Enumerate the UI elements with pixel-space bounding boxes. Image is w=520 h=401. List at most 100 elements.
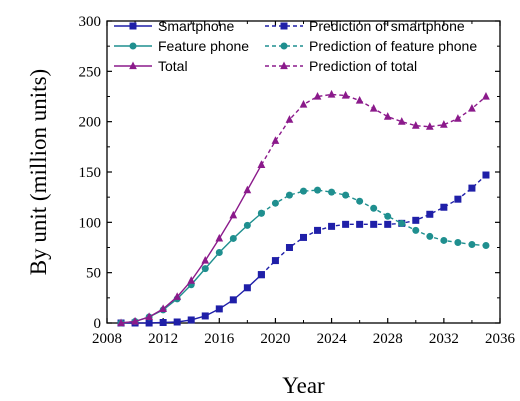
point-triangle [201,256,210,264]
series-5 [257,186,490,249]
point-square [370,220,378,228]
point-square [412,216,420,224]
point-circle [328,188,336,196]
point-circle [271,199,279,207]
x-tick-label: 2016 [204,331,235,347]
point-triangle [280,61,288,70]
point-triangle [299,99,308,108]
point-square [243,284,251,292]
point-square [201,312,209,320]
y-tick-label: 200 [79,115,102,131]
legend-entry: Smartphone [114,18,234,34]
legend-entry: Total [114,58,188,74]
point-triangle [129,61,137,70]
point-triangle [159,304,167,312]
legend-label: Total [158,58,188,74]
x-axis-title: Year [282,373,325,398]
point-circle [370,204,378,212]
x-tick-label: 2020 [260,331,290,347]
y-tick-label: 0 [94,316,102,332]
y-tick-label: 250 [79,64,102,80]
point-triangle [117,318,125,327]
point-square [129,22,137,30]
x-tick-label: 2024 [317,331,348,347]
y-tick-label: 100 [79,215,102,231]
point-triangle [243,185,252,194]
point-triangle [229,210,238,219]
point-square [173,318,181,326]
point-triangle [187,276,196,284]
point-square [145,319,153,327]
point-circle [243,221,251,229]
point-square [356,220,364,228]
point-circle [229,234,237,242]
axes: 2008 2012 2016 2020 2024 2028 2032 2036 0 50 100 15… [79,14,516,347]
legend-label: Smartphone [158,18,234,34]
legend-label: Prediction of total [309,58,417,74]
y-tick-label: 50 [86,266,101,282]
series-line [120,212,262,324]
point-triangle [482,91,490,100]
point-circle [257,209,265,217]
point-square [280,22,288,30]
point-circle [454,238,462,246]
series-6 [257,89,490,169]
point-circle [482,241,490,249]
legend-entry: Prediction of feature phone [265,38,477,54]
legend-label: Prediction of feature phone [309,38,477,54]
point-circle [300,187,307,195]
point-circle [468,240,476,248]
point-circle [440,236,448,244]
legend-entry: Prediction of total [265,58,417,74]
point-square [468,184,476,192]
point-triangle [383,112,392,120]
x-tick-label: 2032 [429,331,459,347]
point-square [384,220,392,228]
point-triangle [468,104,476,112]
series-line [120,164,263,324]
point-triangle [327,89,336,98]
point-circle [384,212,392,220]
point-triangle [271,136,280,144]
x-tick-label: 2012 [148,331,178,347]
point-triangle [173,292,182,300]
point-circle [398,219,406,227]
point-triangle [131,316,139,325]
x-tick-label: 2028 [373,331,403,347]
point-square [482,171,490,179]
point-circle [129,42,137,50]
series-line [260,189,487,247]
y-axis-title: By unit (million units) [26,69,51,275]
point-triangle [440,120,448,128]
x-tick-label: 2008 [92,331,122,347]
point-square [215,305,223,313]
point-triangle [215,233,224,242]
y-tick-label: 150 [79,165,102,181]
point-triangle [145,312,153,321]
point-triangle [411,121,420,129]
point-square [257,271,265,279]
point-triangle [285,115,294,123]
point-circle [314,186,322,194]
point-circle [201,265,209,273]
point-square [187,316,195,324]
point-circle [280,42,288,50]
point-circle [426,232,434,240]
point-circle [412,226,420,234]
point-square [426,210,434,218]
point-circle [356,197,364,205]
point-square [229,296,237,304]
point-square [328,222,336,230]
point-circle [215,249,223,257]
point-square [454,195,462,203]
legend-entry: Feature phone [114,38,249,54]
point-triangle [369,104,378,112]
point-triangle [397,117,406,125]
point-triangle [355,95,364,104]
point-triangle [313,91,322,100]
point-square [342,220,350,228]
point-square [440,203,448,211]
point-triangle [341,90,350,99]
point-square [285,244,293,251]
